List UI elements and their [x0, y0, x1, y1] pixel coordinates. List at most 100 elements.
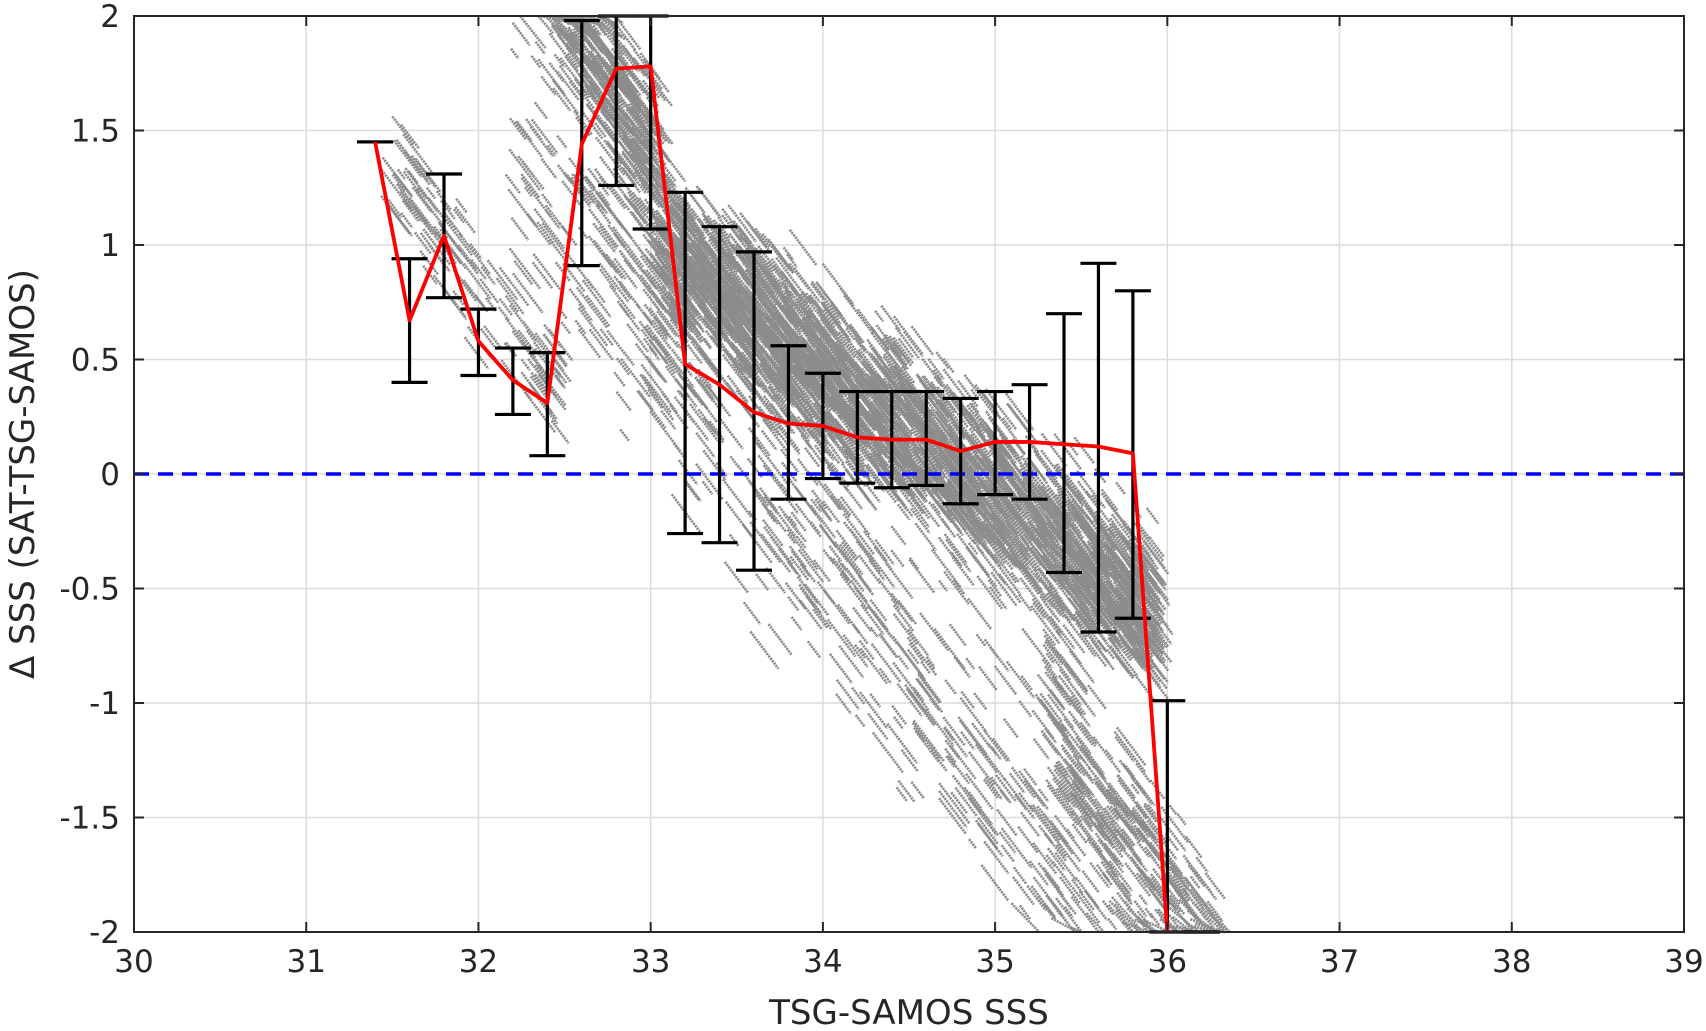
scatter-point — [551, 22, 564, 37]
scatter-point — [626, 323, 650, 353]
scatter-point — [953, 425, 966, 440]
scatter-point — [540, 75, 557, 96]
scatter-point — [1039, 579, 1065, 612]
scatter-point — [983, 840, 1010, 875]
scatter-point — [1026, 480, 1051, 513]
scatter-point — [896, 682, 923, 717]
scatter-point — [918, 446, 938, 472]
scatter-point — [610, 185, 631, 212]
scatter-point — [822, 549, 836, 566]
scatter-point — [893, 430, 912, 454]
scatter-point — [678, 194, 697, 218]
scatter-point — [989, 646, 999, 659]
scatter-point — [1151, 614, 1161, 627]
scatter-point — [659, 148, 687, 183]
scatter-point — [924, 410, 949, 441]
scatter-point — [990, 571, 1018, 607]
scatter-point — [975, 633, 987, 647]
scatter-point — [762, 341, 779, 361]
scatter-point — [1087, 836, 1120, 878]
scatter-point — [1136, 827, 1167, 866]
scatter-point — [751, 387, 773, 415]
scatter-point — [604, 115, 617, 131]
scatter-point — [554, 374, 567, 390]
scatter-point — [774, 357, 787, 371]
scatter-point — [833, 352, 847, 369]
scatter-point — [557, 306, 569, 320]
scatter-point — [858, 639, 875, 661]
scatter-point — [1189, 888, 1204, 907]
scatter-point — [1149, 913, 1161, 927]
scatter-point — [1010, 500, 1027, 520]
scatter-point — [1031, 804, 1061, 842]
scatter-point — [790, 550, 817, 584]
scatter-point — [1075, 690, 1097, 718]
scatter-point — [1166, 894, 1182, 913]
y-tick-label: 0.5 — [71, 343, 120, 379]
scatter-point — [763, 495, 779, 515]
scatter-point — [833, 541, 862, 578]
scatter-point — [1087, 684, 1108, 710]
scatter-point — [599, 328, 615, 347]
scatter-point — [525, 329, 536, 342]
scatter-point — [521, 320, 547, 352]
scatter-point — [752, 318, 771, 342]
scatter-point — [1079, 815, 1094, 833]
scatter-point — [1016, 519, 1034, 541]
scatter-point — [1071, 545, 1082, 559]
scatter-point — [938, 790, 968, 829]
scatter-point — [706, 316, 718, 331]
scatter-point — [821, 262, 855, 306]
scatter-point — [623, 66, 646, 94]
scatter-point — [929, 697, 941, 712]
scatter-point — [962, 487, 977, 506]
scatter-point — [1049, 689, 1065, 709]
scatter-point — [1052, 777, 1077, 809]
scatter-point — [400, 212, 414, 229]
scatter-point — [632, 107, 646, 125]
x-tick-label: 39 — [1664, 944, 1703, 980]
scatter-point — [535, 395, 559, 425]
scatter-point — [897, 337, 915, 359]
scatter-point — [734, 346, 768, 389]
scatter-point — [731, 299, 748, 319]
scatter-point — [636, 303, 660, 334]
scatter-point — [823, 348, 845, 376]
scatter-point — [521, 160, 546, 191]
scatter-point — [1055, 761, 1069, 778]
scatter-point — [1117, 779, 1148, 819]
scatter-point — [568, 32, 601, 75]
scatter-point — [723, 561, 750, 594]
scatter-point — [1159, 918, 1180, 934]
scatter-point — [645, 324, 674, 361]
scatter-point — [902, 330, 924, 358]
scatter-point — [1169, 894, 1186, 916]
scatter-point — [809, 297, 842, 339]
scatter-point — [789, 306, 802, 322]
scatter-point — [929, 434, 962, 477]
scatter-point — [953, 656, 971, 679]
scatter-point — [392, 139, 423, 178]
scatter-point — [655, 216, 683, 251]
scatter-point — [695, 432, 716, 459]
scatter-point — [917, 442, 931, 460]
scatter-point — [597, 91, 614, 111]
scatter-point — [589, 15, 617, 39]
scatter-point — [851, 686, 866, 706]
scatter-point — [960, 690, 976, 710]
scatter-point — [1079, 563, 1113, 607]
scatter-point — [1031, 535, 1043, 549]
scatter-point — [1130, 856, 1157, 891]
scatter-point — [1058, 727, 1086, 763]
scatter-point — [1135, 829, 1161, 861]
scatter-point — [997, 448, 1026, 486]
scatter-point — [1120, 564, 1133, 579]
scatter-point — [1067, 508, 1097, 546]
scatter-point — [1122, 611, 1144, 639]
scatter-point — [933, 472, 966, 514]
scatter-point — [689, 403, 719, 442]
scatter-point — [987, 432, 1007, 457]
scatter-point — [968, 751, 996, 787]
scatter-point — [701, 480, 714, 496]
scatter-point — [949, 745, 977, 780]
